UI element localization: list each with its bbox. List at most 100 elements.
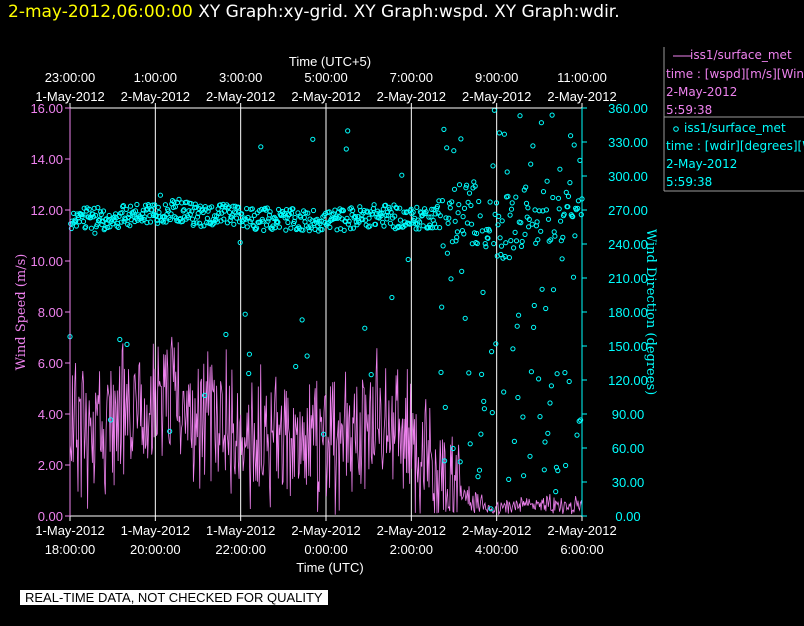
wdir-point: [452, 218, 458, 224]
legend-wdir-field: time : [wdir][degrees][Wi: [666, 139, 804, 153]
wdir-point: [486, 228, 492, 234]
wdir-point: [570, 214, 576, 220]
wdir-point: [144, 220, 150, 226]
wdir-point: [223, 331, 229, 338]
wdir-point: [431, 206, 437, 212]
wdir-point: [548, 383, 555, 389]
wdir-point: [537, 414, 543, 420]
right-tick-label: 30.00: [612, 475, 645, 490]
wdir-point: [442, 458, 448, 464]
wdir-point: [482, 241, 488, 247]
wdir-point: [545, 216, 552, 222]
wdir-point: [509, 200, 515, 206]
wdir-point: [141, 216, 147, 223]
wdir-point: [504, 169, 510, 175]
wdir-point: [80, 218, 87, 225]
wdir-point: [216, 210, 222, 217]
wdir-point: [340, 208, 346, 214]
wdir-point: [304, 353, 310, 359]
legend-wspd-time: 5:59:38: [666, 103, 713, 117]
wdir-point: [299, 317, 305, 323]
wdir-point: [531, 324, 537, 330]
wdir-point: [198, 223, 204, 229]
wdir-point: [142, 202, 149, 208]
wdir-point: [567, 180, 573, 186]
wdir-point: [181, 207, 187, 213]
wdir-point: [573, 207, 579, 213]
wdir-point: [385, 212, 391, 218]
wdir-point: [553, 489, 559, 495]
legend-wspd-name: iss1/surface_met: [690, 48, 792, 62]
wdir-point: [538, 228, 544, 234]
wdir-point: [427, 225, 433, 231]
wdir-point: [570, 274, 577, 280]
wdir-point: [367, 223, 373, 229]
wdir-point: [98, 209, 104, 215]
wdir-point: [448, 276, 454, 282]
wdir-point: [556, 206, 562, 212]
wdir-point: [557, 166, 563, 172]
wdir-point: [488, 506, 494, 512]
wdir-point: [281, 210, 287, 216]
wdir-point: [360, 216, 366, 223]
wdir-point: [298, 214, 304, 220]
wdir-point: [513, 194, 519, 200]
wdir-point: [118, 219, 124, 225]
bottom-tick-time: 22:00:00: [215, 542, 266, 557]
wdir-point: [290, 206, 296, 212]
wdir-point: [152, 202, 158, 208]
wdir-point: [310, 136, 316, 142]
wdir-point: [565, 204, 571, 210]
wdir-point: [461, 231, 467, 237]
wdir-point: [485, 235, 491, 241]
wdir-point: [387, 220, 393, 226]
wdir-point: [113, 215, 119, 221]
wdir-point: [498, 243, 505, 249]
wdir-point: [124, 341, 130, 347]
wdir-point: [542, 439, 548, 445]
wdir-point: [547, 400, 553, 406]
wdir-point: [155, 204, 161, 210]
wdir-point: [237, 239, 243, 246]
wdir-point: [417, 219, 423, 225]
wdir-point: [499, 218, 505, 224]
legend-wdir-name: iss1/surface_met: [684, 121, 786, 135]
wdir-point: [179, 218, 186, 224]
wdir-point: [511, 438, 518, 444]
wdir-point: [454, 234, 460, 240]
wdir-point: [249, 206, 255, 212]
right-tick-label: 300.00: [608, 169, 648, 184]
wdir-point: [510, 346, 516, 352]
wdir-point: [454, 229, 460, 235]
wdir-point: [293, 363, 299, 370]
wdir-point: [233, 210, 239, 216]
right-tick-label: 240.00: [608, 237, 648, 252]
wdir-point: [416, 226, 422, 232]
top-tick-date: 2-May-2012: [206, 89, 275, 104]
wdir-point: [105, 224, 111, 231]
wdir-point: [515, 394, 521, 401]
wdir-point: [495, 222, 501, 228]
wdir-point: [513, 238, 520, 244]
wdir-point: [536, 208, 542, 214]
right-tick-label: 330.00: [608, 135, 648, 150]
right-axis-title: Wind Direction (degrees): [643, 229, 658, 395]
wdir-point: [107, 224, 113, 230]
wdir-point: [192, 201, 198, 207]
wdir-point: [189, 216, 196, 222]
wdir-point: [458, 136, 464, 142]
wdir-point: [578, 417, 584, 423]
bottom-tick-time: 4:00:00: [475, 542, 518, 557]
wdir-point: [117, 336, 123, 343]
wdir-point: [226, 209, 233, 215]
right-tick-label: 270.00: [608, 203, 648, 218]
top-tick-time: 7:00:00: [390, 70, 433, 85]
wdir-point: [442, 404, 448, 410]
left-tick-label: 8.00: [38, 305, 63, 320]
wdir-point: [219, 204, 225, 210]
wdir-point: [447, 205, 453, 211]
wdir-point: [521, 187, 527, 193]
wdir-point: [507, 212, 513, 218]
wdir-point: [472, 183, 478, 189]
wdir-point: [209, 204, 215, 210]
